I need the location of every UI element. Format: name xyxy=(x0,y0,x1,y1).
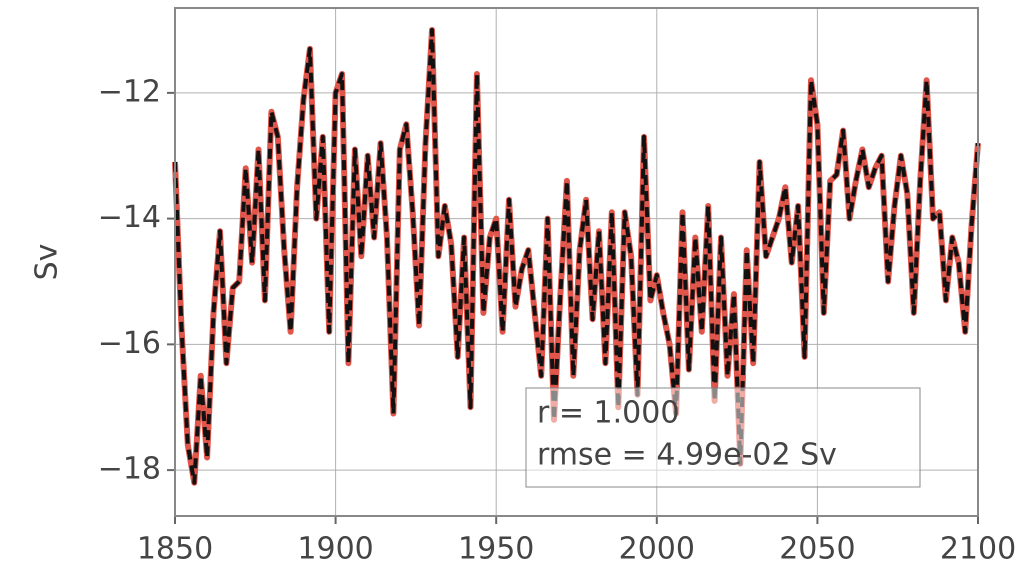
x-tick-label: 2100 xyxy=(940,532,1016,566)
y-tick-label: −16 xyxy=(98,326,161,361)
y-axis-label: Sv xyxy=(30,244,65,281)
y-tick-label: −14 xyxy=(98,200,161,235)
data-line xyxy=(173,28,980,485)
x-tick-label: 1950 xyxy=(458,532,534,566)
annotation-text: r = 1.000 xyxy=(537,396,679,431)
x-tick-label: 2000 xyxy=(619,532,695,566)
x-tick-label: 1850 xyxy=(137,532,213,566)
x-tick-label: 2050 xyxy=(779,532,855,566)
frame xyxy=(174,7,979,517)
x-tick-label: 1900 xyxy=(297,532,373,566)
y-tick-label: −12 xyxy=(98,74,161,109)
y-tick-label: −18 xyxy=(98,452,161,487)
annotation-text: rmse = 4.99e-02 Sv xyxy=(537,438,837,473)
annotation-box xyxy=(525,387,921,488)
